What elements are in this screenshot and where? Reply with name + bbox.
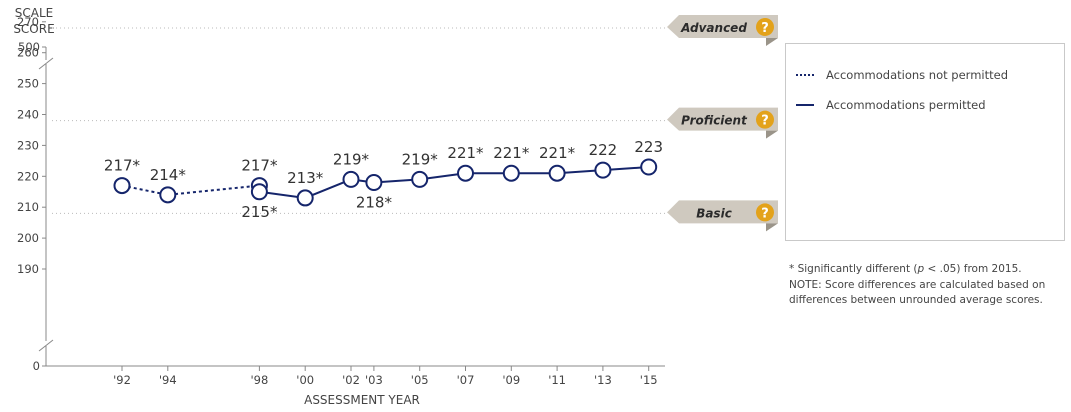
x-tick-label: '98 — [251, 373, 269, 387]
data-point — [365, 173, 383, 191]
benchmark-label: Advanced — [680, 21, 747, 35]
series-line-accommodations-permitted — [259, 166, 649, 199]
data-label: 214* — [150, 166, 187, 184]
y-axis-title-line2: SCORE — [13, 22, 54, 36]
y-tick-label: 250 — [17, 77, 39, 91]
y-axis-break-bottom — [38, 339, 54, 352]
question-mark-icon: ? — [761, 206, 769, 221]
score-trend-chart: SCALE SCORE 500 0 ASSESSMENT YEAR 190 200… — [13, 6, 778, 407]
benchmark-label: Proficient — [681, 114, 748, 128]
x-tick-label: '09 — [502, 373, 520, 387]
data-label: 221* — [493, 144, 530, 162]
legend-item-accommodations-not-permitted: Accommodations not permitted — [796, 68, 1008, 82]
solid-line-swatch — [796, 104, 814, 106]
benchmark-tag-fold — [766, 37, 778, 46]
x-tick-label: '11 — [548, 373, 566, 387]
y-tick-label: 200 — [17, 231, 39, 245]
data-point — [548, 164, 566, 182]
dotted-line-swatch — [796, 74, 814, 76]
x-tick-label: '15 — [640, 373, 658, 387]
data-point — [250, 183, 268, 201]
benchmark-tag-basic: Basic? — [667, 200, 778, 232]
x-tick-label: '05 — [411, 373, 429, 387]
legend-label: Accommodations not permitted — [826, 68, 1008, 82]
question-mark-icon: ? — [761, 21, 769, 36]
data-point — [342, 170, 360, 188]
x-tick-label: '07 — [457, 373, 475, 387]
x-tick-label: '02 — [342, 373, 360, 387]
data-point — [411, 170, 429, 188]
series-lines — [121, 166, 649, 199]
y-tick-label: 240 — [17, 108, 39, 122]
help-icon-circle — [756, 203, 774, 222]
help-icon-circle — [756, 17, 774, 36]
y-axis-break-top — [38, 57, 54, 70]
legend-label: Accommodations permitted — [826, 98, 986, 112]
data-point — [457, 164, 474, 182]
data-label: 219* — [333, 150, 370, 168]
data-label: 221* — [539, 144, 576, 162]
data-point — [502, 164, 520, 182]
question-mark-icon: ? — [761, 114, 769, 129]
y-tick-label: 210 — [17, 200, 39, 214]
benchmark-tag-advanced: Advanced? — [667, 14, 778, 46]
data-label: 217* — [104, 157, 141, 175]
chart-notes: * Significantly different (p < .05) from… — [789, 262, 1069, 309]
y-axis-title-line1: SCALE — [15, 6, 53, 20]
data-label: 223 — [634, 138, 663, 156]
y-tick-label: 230 — [17, 138, 39, 152]
data-label: 213* — [287, 169, 324, 187]
y-break-bottom-label: 0 — [33, 359, 40, 373]
x-tick-label: '94 — [159, 373, 177, 387]
data-point — [594, 161, 612, 179]
data-point — [159, 186, 177, 204]
score-difference-note: NOTE: Score differences are calculated b… — [789, 278, 1046, 307]
y-tick-label: 220 — [17, 169, 39, 183]
significance-note: * Significantly different (p < .05) from… — [789, 263, 1022, 275]
legend-item-accommodations-permitted: Accommodations permitted — [796, 98, 986, 112]
benchmark-tag-proficient: Proficient? — [667, 107, 778, 139]
data-label: 217* — [241, 157, 278, 175]
benchmark-tag-fold — [766, 130, 778, 139]
data-point — [296, 189, 314, 207]
benchmark-tag-shape — [667, 14, 778, 38]
data-label: 221* — [447, 144, 484, 162]
y-tick-label: 190 — [17, 262, 39, 276]
benchmark-lines — [52, 27, 665, 214]
data-point — [113, 177, 131, 195]
data-label: 222 — [589, 141, 618, 159]
x-tick-label: '13 — [594, 373, 612, 387]
benchmark-tag-fold — [766, 223, 778, 232]
point-labels: 217* 214* 217* 215* 213* 219* 218* 219* 221* 221*… — [104, 138, 663, 221]
data-label: 218* — [356, 193, 393, 211]
benchmark-label: Basic — [696, 206, 732, 220]
benchmark-tag-shape — [667, 200, 778, 224]
data-label: 215* — [241, 203, 278, 221]
help-icon-circle — [756, 110, 774, 129]
y-tick-label: 270 — [17, 15, 39, 29]
series-points — [113, 158, 658, 207]
benchmark-tags: Advanced ?Proficient ?Basic? — [667, 14, 778, 232]
x-tick-label: '92 — [113, 373, 131, 387]
legend: Accommodations not permitted Accommodati… — [785, 43, 1065, 241]
y-tick-label: 260 — [17, 46, 39, 60]
data-point — [640, 158, 658, 176]
data-label: 219* — [402, 150, 439, 168]
benchmark-tag-shape — [667, 107, 778, 131]
x-tick-label: '03 — [365, 373, 383, 387]
y-break-top-label: 500 — [18, 40, 40, 54]
x-tick-label: '00 — [296, 373, 314, 387]
series-line-accommodations-not-permitted — [121, 184, 260, 196]
axes: 190 200 210 220 230 240 250 260 270 '92 '94 '98 '00 '… — [17, 15, 665, 387]
x-axis-title: ASSESSMENT YEAR — [304, 393, 420, 407]
